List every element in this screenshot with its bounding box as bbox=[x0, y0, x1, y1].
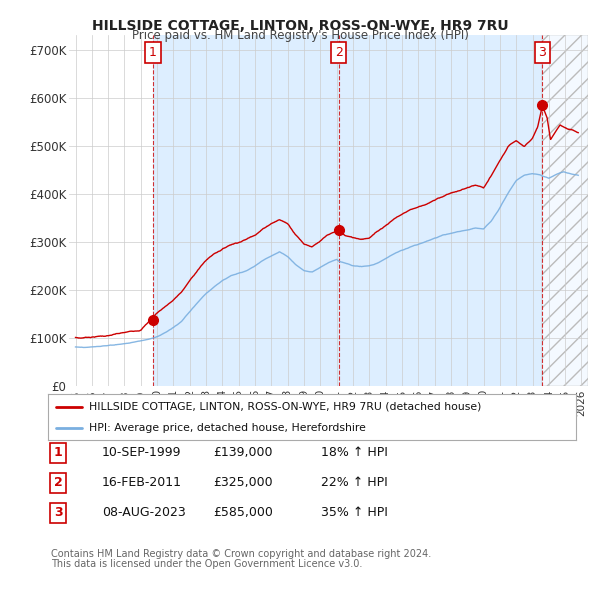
Text: 1: 1 bbox=[54, 446, 62, 459]
Text: 22% ↑ HPI: 22% ↑ HPI bbox=[321, 476, 388, 489]
Text: £585,000: £585,000 bbox=[213, 506, 273, 519]
Text: 2: 2 bbox=[335, 46, 343, 59]
Text: 3: 3 bbox=[54, 506, 62, 519]
Bar bbox=[542, 35, 588, 386]
Text: 10-SEP-1999: 10-SEP-1999 bbox=[102, 446, 182, 459]
Text: This data is licensed under the Open Government Licence v3.0.: This data is licensed under the Open Gov… bbox=[51, 559, 362, 569]
Text: 1: 1 bbox=[149, 46, 157, 59]
Bar bbox=[153, 35, 338, 386]
Text: £139,000: £139,000 bbox=[213, 446, 272, 459]
Text: 35% ↑ HPI: 35% ↑ HPI bbox=[321, 506, 388, 519]
Text: HPI: Average price, detached house, Herefordshire: HPI: Average price, detached house, Here… bbox=[89, 423, 366, 432]
Text: HILLSIDE COTTAGE, LINTON, ROSS-ON-WYE, HR9 7RU: HILLSIDE COTTAGE, LINTON, ROSS-ON-WYE, H… bbox=[92, 19, 508, 33]
Text: 08-AUG-2023: 08-AUG-2023 bbox=[102, 506, 186, 519]
Text: 18% ↑ HPI: 18% ↑ HPI bbox=[321, 446, 388, 459]
Bar bbox=[338, 35, 542, 386]
Text: HILLSIDE COTTAGE, LINTON, ROSS-ON-WYE, HR9 7RU (detached house): HILLSIDE COTTAGE, LINTON, ROSS-ON-WYE, H… bbox=[89, 402, 482, 412]
Text: Price paid vs. HM Land Registry's House Price Index (HPI): Price paid vs. HM Land Registry's House … bbox=[131, 30, 469, 42]
Text: 16-FEB-2011: 16-FEB-2011 bbox=[102, 476, 182, 489]
Text: £325,000: £325,000 bbox=[213, 476, 272, 489]
Text: 2: 2 bbox=[54, 476, 62, 489]
Text: 3: 3 bbox=[538, 46, 546, 59]
Bar bbox=[542, 35, 588, 386]
Text: Contains HM Land Registry data © Crown copyright and database right 2024.: Contains HM Land Registry data © Crown c… bbox=[51, 549, 431, 559]
